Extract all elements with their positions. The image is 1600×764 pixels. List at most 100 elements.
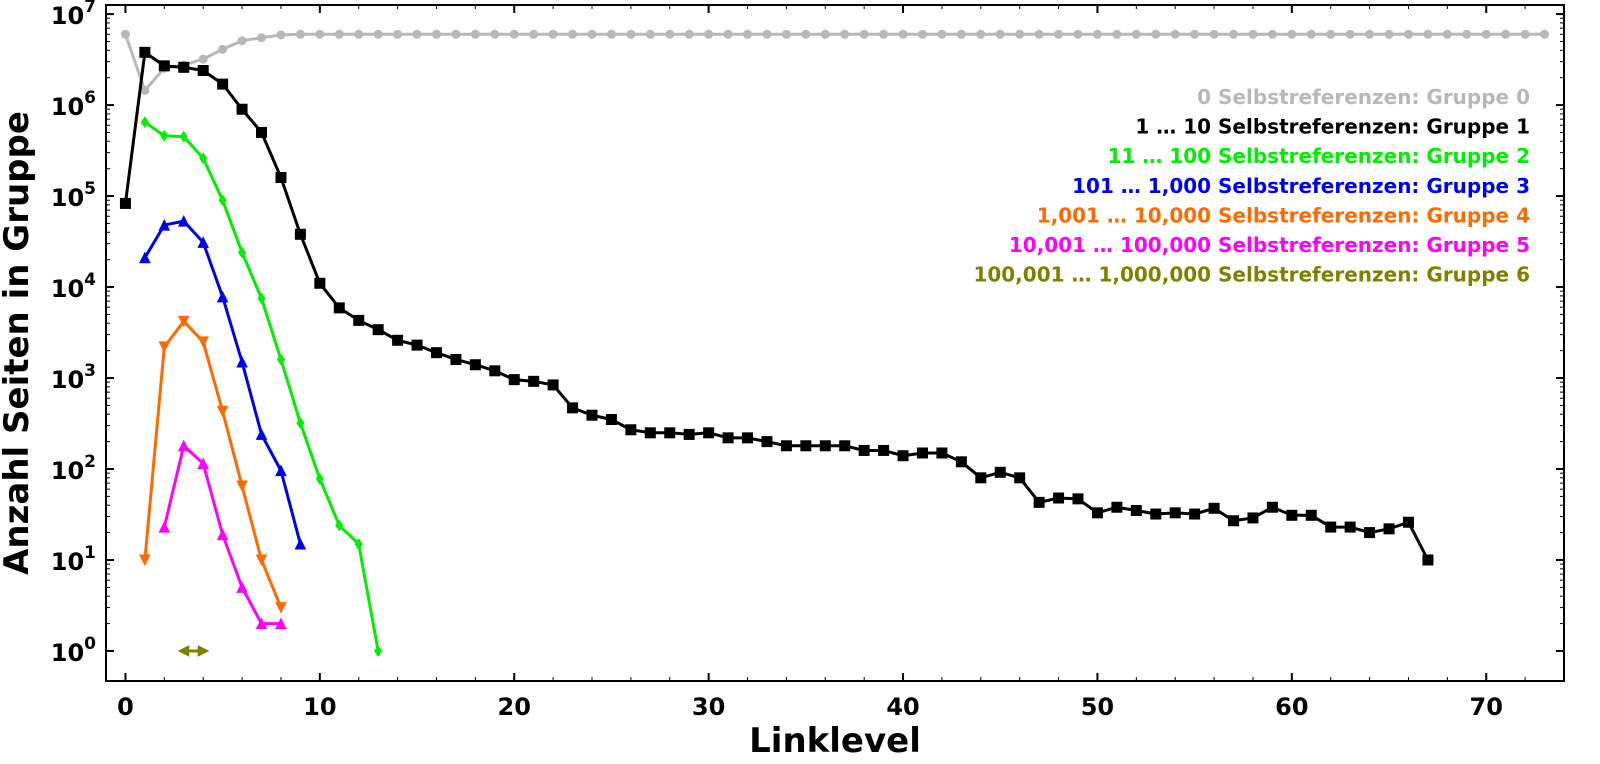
data-point: [354, 29, 364, 39]
series-2: [140, 116, 383, 657]
data-point: [1403, 29, 1413, 39]
data-point: [178, 61, 190, 73]
data-point: [158, 520, 171, 533]
legend-entry: 11 … 100 Selbstreferenzen: Gruppe 2: [1108, 144, 1530, 168]
y-tick-base: 10: [51, 639, 84, 667]
data-point: [898, 29, 908, 39]
data-point: [917, 29, 927, 39]
data-point: [1189, 508, 1201, 520]
data-point: [199, 152, 208, 165]
y-tick-label: 106: [51, 88, 96, 121]
data-point: [255, 428, 268, 440]
data-point: [354, 538, 363, 550]
data-point: [1073, 29, 1083, 39]
data-point: [296, 417, 305, 429]
y-axis-label: Anzahl Seiten in Gruppe: [0, 111, 37, 575]
data-point: [1267, 29, 1277, 39]
data-point: [275, 464, 287, 477]
data-point: [218, 44, 228, 54]
data-point: [1014, 472, 1026, 484]
data-point: [975, 472, 987, 484]
data-point: [374, 645, 383, 657]
data-point: [897, 450, 909, 462]
data-point: [955, 456, 967, 468]
data-point: [372, 324, 384, 336]
data-point: [1365, 29, 1375, 39]
data-point: [177, 439, 190, 452]
data-point: [140, 116, 149, 128]
data-point: [393, 29, 403, 39]
y-tick-base: 10: [51, 184, 84, 212]
data-point: [411, 339, 423, 351]
data-point: [139, 46, 151, 58]
data-point: [1286, 509, 1298, 521]
y-tick-exponent: 5: [84, 179, 96, 199]
data-point: [198, 54, 208, 64]
data-point: [683, 428, 695, 440]
x-tick-label: 20: [498, 693, 531, 721]
data-point: [255, 554, 268, 567]
data-point: [529, 29, 539, 39]
data-point: [568, 29, 578, 39]
data-point: [509, 29, 519, 39]
data-point: [216, 528, 229, 541]
data-point: [236, 103, 248, 115]
x-axis-ticks: 0 10 20 30 40 50 60 70: [117, 5, 1526, 721]
data-point: [1151, 29, 1161, 39]
data-point: [1091, 507, 1103, 519]
data-point: [1190, 29, 1200, 39]
data-point: [567, 402, 579, 414]
data-point: [335, 519, 344, 532]
x-tick-label: 50: [1081, 693, 1114, 721]
data-point: [489, 365, 501, 377]
data-point: [878, 444, 890, 456]
data-point: [256, 126, 268, 138]
data-point: [139, 554, 151, 567]
y-tick-label: 104: [51, 270, 96, 303]
data-point: [177, 315, 190, 328]
data-point: [1229, 29, 1239, 39]
data-point: [216, 290, 229, 303]
data-point: [160, 129, 169, 142]
y-tick-exponent: 3: [84, 361, 96, 381]
data-point: [819, 440, 831, 452]
data-point: [547, 379, 559, 391]
data-point: [1364, 527, 1376, 539]
y-tick-base: 10: [51, 457, 84, 485]
y-tick-label: 101: [51, 543, 96, 576]
y-tick-label: 102: [51, 452, 96, 485]
data-point: [1345, 29, 1355, 39]
data-point: [1131, 29, 1141, 39]
data-point: [916, 447, 928, 459]
series-5: [158, 439, 287, 630]
data-point: [392, 334, 404, 346]
data-point: [236, 581, 248, 593]
data-point: [294, 537, 307, 550]
y-tick-exponent: 1: [84, 543, 96, 563]
data-point: [158, 60, 170, 72]
data-point: [1072, 493, 1084, 505]
data-point: [1015, 29, 1025, 39]
data-point: [1520, 29, 1530, 39]
series-1: [119, 46, 1434, 566]
data-point: [294, 228, 306, 240]
legend-entry: 1,001 … 10,000 Selbstreferenzen: Gruppe …: [1037, 203, 1530, 227]
x-tick-label: 10: [303, 693, 336, 721]
data-point: [158, 218, 171, 231]
data-point: [1383, 523, 1395, 535]
legend-entry: 1 … 10 Selbstreferenzen: Gruppe 1: [1135, 115, 1530, 139]
data-point: [665, 29, 675, 39]
data-point: [334, 29, 344, 39]
data-point: [1540, 29, 1550, 39]
data-point: [236, 480, 248, 493]
data-point: [1266, 501, 1278, 513]
data-point: [1111, 501, 1123, 513]
data-point: [761, 436, 773, 448]
y-tick-base: 10: [51, 548, 84, 576]
data-point: [315, 29, 325, 39]
data-point: [1092, 29, 1102, 39]
data-point: [1501, 29, 1511, 39]
data-point: [1442, 29, 1452, 39]
data-point: [1033, 496, 1045, 508]
